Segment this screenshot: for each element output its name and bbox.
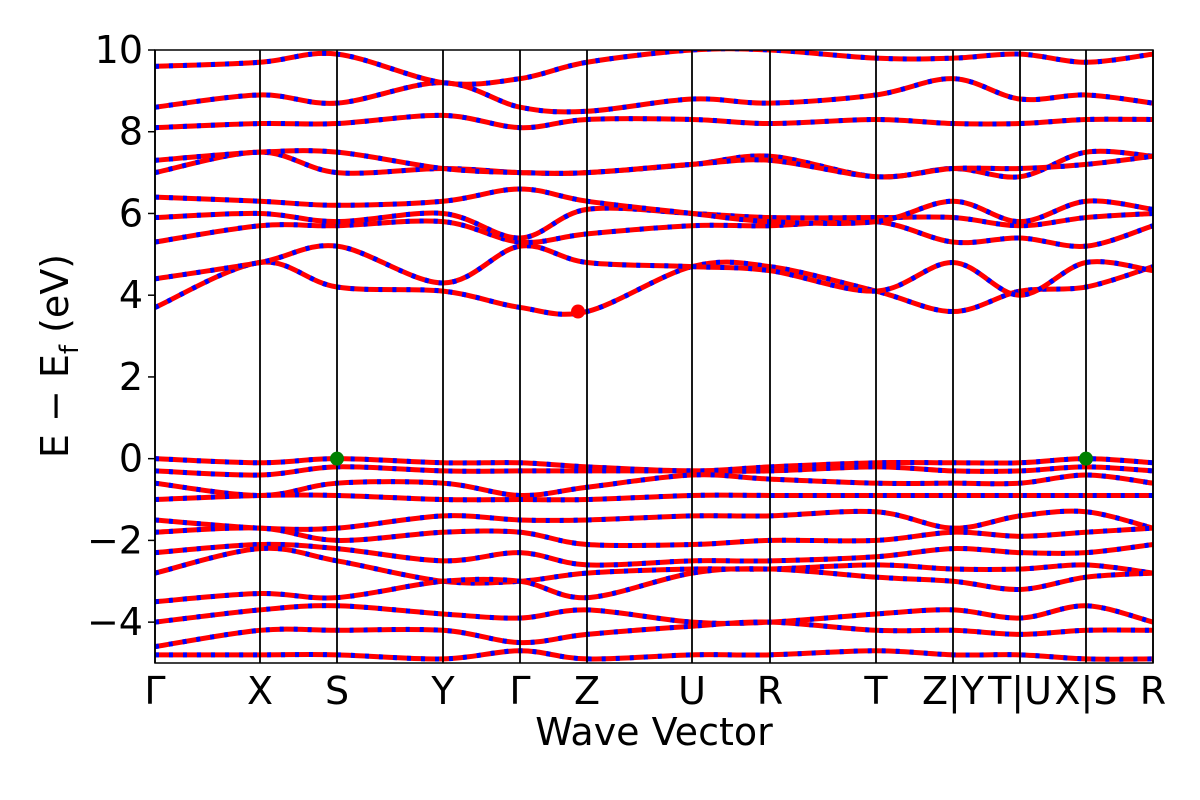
x-tick-label: Z <box>574 669 600 713</box>
x-tick-label: Z|Y <box>922 669 985 714</box>
x-tick-label: R <box>1140 669 1166 713</box>
y-axis-label: E − Ef (eV) <box>33 254 85 458</box>
y-tick-label: 2 <box>119 355 143 399</box>
extremum-point <box>571 304 585 319</box>
y-label-main: E − E <box>33 354 77 458</box>
extremum-point <box>1079 451 1093 466</box>
y-tick-label: 10 <box>95 28 143 72</box>
y-tick-label: 4 <box>119 273 143 317</box>
extremum-point <box>330 451 344 466</box>
y-tick-label: 8 <box>119 110 143 154</box>
y-label-unit: (eV) <box>33 254 77 345</box>
x-tick-label: R <box>757 669 783 713</box>
y-tick-label: 0 <box>119 437 143 481</box>
x-tick-label: Y <box>430 669 455 713</box>
x-tick-label: X <box>247 669 273 713</box>
x-tick-label: T <box>863 669 888 713</box>
band-line-dashed <box>155 148 1153 180</box>
x-tick-label: S <box>325 669 349 713</box>
y-tick-label: −2 <box>87 518 143 562</box>
x-tick-label: T|U <box>987 669 1052 714</box>
y-label-sub: f <box>55 344 85 354</box>
x-tick-label: Γ <box>509 669 530 713</box>
x-tick-label: Γ <box>144 669 165 713</box>
band-line-dashed <box>155 545 1153 586</box>
x-axis-label: Wave Vector <box>535 710 773 754</box>
x-tick-label: U <box>678 669 706 713</box>
y-tick-label: 6 <box>119 191 143 235</box>
x-tick-label: X|S <box>1055 669 1118 714</box>
y-tick-label: −4 <box>87 600 143 644</box>
